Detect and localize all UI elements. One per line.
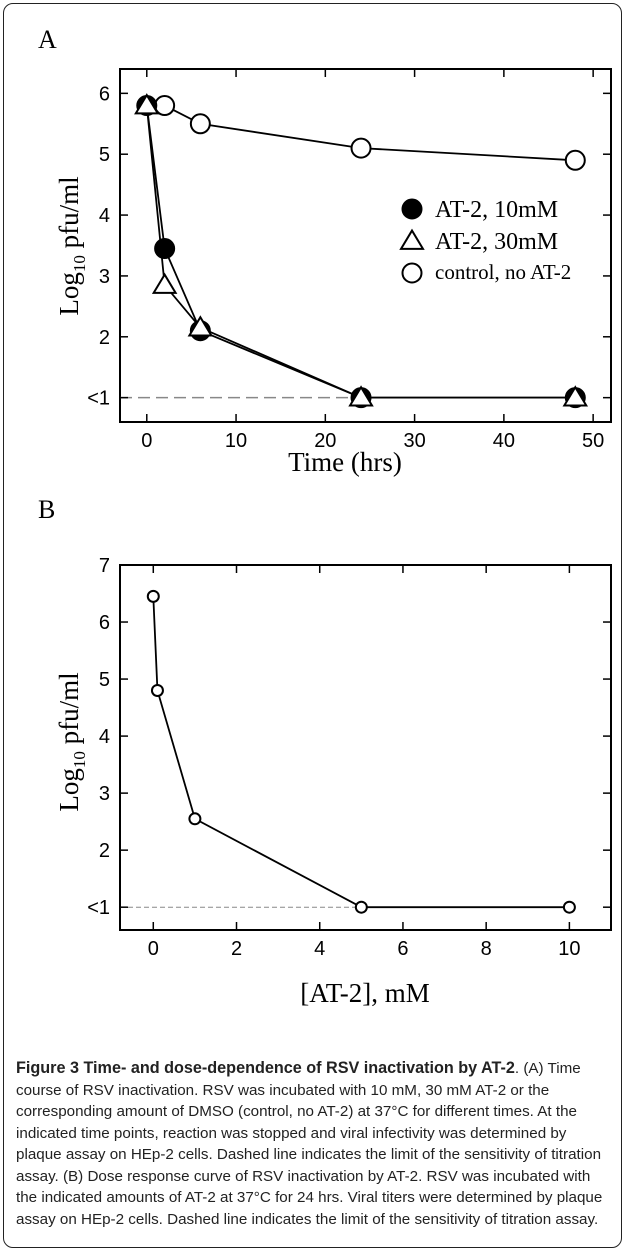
x-tick-label: 10	[558, 938, 580, 960]
panel-b-markers	[146, 589, 576, 914]
legend-marker-filled-circle	[401, 198, 423, 220]
panel-b-plot-frame	[119, 564, 612, 931]
y-tick-label: 4	[99, 205, 110, 227]
x-tick-label: 50	[582, 430, 604, 452]
panel-a-label: A	[38, 25, 57, 54]
data-point-filled-circle	[154, 238, 176, 260]
y-tick-label: 6	[99, 83, 110, 105]
panel-a-plot-frame	[119, 68, 612, 423]
data-point-open-circle	[150, 683, 164, 697]
x-tick-label: 20	[314, 430, 336, 452]
x-tick-label: 6	[397, 938, 408, 960]
legend-label: AT-2, 10mM	[435, 197, 558, 223]
x-tick-label: 40	[493, 430, 515, 452]
x-tick-label: 10	[225, 430, 247, 452]
data-point-triangle	[348, 385, 374, 407]
caption-title: Figure 3 Time- and dose-dependence of RS…	[16, 1059, 515, 1077]
series-line-0	[152, 596, 570, 909]
y-tick-label: 2	[99, 840, 110, 862]
y-tick-label: 3	[99, 783, 110, 805]
panel-a-ticks: 0 10 20 30 40 50 <1 2 3 4 5 6	[87, 69, 611, 452]
y-tick-label: 5	[99, 669, 110, 691]
panel-b-series-lines	[152, 596, 570, 909]
x-tick-label: 30	[403, 430, 425, 452]
data-point-triangle	[134, 93, 160, 115]
figure-frame	[3, 3, 622, 1248]
y-tick-label: 6	[99, 612, 110, 634]
legend-marker-open-circle	[401, 262, 423, 284]
y-tick-label: 5	[99, 144, 110, 166]
panel-a-legend: AT-2, 10mM AT-2, 30mM control, no AT-2	[399, 197, 571, 284]
data-point-open-circle	[564, 149, 586, 171]
panel-b-ticks: 0 2 4 6 8 10 <1 2 3 4 5 6 7	[87, 555, 611, 960]
data-point-open-circle	[188, 812, 202, 826]
y-tick-label: 3	[99, 266, 110, 288]
data-point-open-circle	[562, 900, 576, 914]
y-tick-label: 4	[99, 726, 110, 748]
y-tick-label: 7	[99, 555, 110, 577]
data-point-open-circle	[189, 113, 211, 135]
data-point-triangle	[187, 315, 214, 337]
data-point-open-circle	[146, 589, 160, 603]
panel-a-y-axis-label: Log10 pfu/ml	[54, 176, 89, 315]
caption-text: . (A) Time course of RSV inactivation. R…	[16, 1060, 603, 1228]
data-point-open-circle	[354, 900, 368, 914]
panel-a-markers	[134, 93, 589, 409]
panel-b-chart: B 0 2 4 6 8 10 <1 2 3 4 5 6 7 [AT-2], mM Log10 pfu/m…	[38, 495, 612, 1008]
y-tick-label: 2	[99, 327, 110, 349]
y-tick-label: <1	[87, 388, 110, 410]
x-tick-label: 8	[481, 938, 492, 960]
legend-marker-triangle	[399, 228, 425, 250]
figure-caption: Figure 3 Time- and dose-dependence of RS…	[16, 1058, 612, 1230]
x-tick-label: 0	[141, 430, 152, 452]
data-point-open-circle	[350, 137, 372, 159]
x-tick-label: 0	[148, 938, 159, 960]
panel-b-label: B	[38, 495, 55, 524]
y-tick-label: <1	[87, 897, 110, 919]
data-point-triangle	[562, 385, 589, 407]
x-tick-label: 4	[314, 938, 325, 960]
panel-b-x-axis-label: [AT-2], mM	[300, 978, 430, 1008]
panel-a-x-axis-label: Time (hrs)	[288, 447, 402, 477]
x-tick-label: 2	[231, 938, 242, 960]
legend-label: control, no AT-2	[435, 260, 571, 284]
panel-a-chart: A 0 10 20 30 40 50 <1 2 3 4 5 6 Time (hrs) Log10 pf…	[38, 25, 612, 477]
data-point-triangle	[151, 272, 178, 294]
panel-b-y-axis-label: Log10 pfu/ml	[54, 672, 89, 811]
legend-label: AT-2, 30mM	[435, 229, 558, 255]
